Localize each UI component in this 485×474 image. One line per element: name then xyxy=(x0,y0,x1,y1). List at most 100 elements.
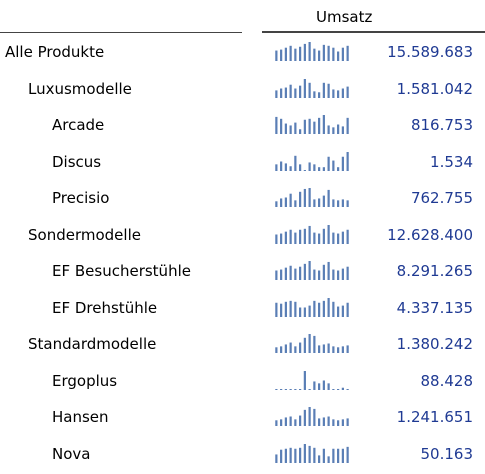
sparkline-bar xyxy=(322,115,325,134)
sparkline-bar xyxy=(280,233,283,244)
sparkline-bar xyxy=(284,47,287,61)
sparkline-bar xyxy=(313,232,316,244)
sparkline-bar xyxy=(284,417,287,426)
sparkline-bar xyxy=(318,454,321,463)
sparkline-bar xyxy=(337,420,340,426)
table-row[interactable]: Hansen 1.241.651 xyxy=(0,399,485,437)
sparkline-bar xyxy=(341,268,344,280)
sparkline-bar xyxy=(332,199,335,207)
sparkline-bar xyxy=(322,228,325,244)
sparkline-bar xyxy=(308,225,311,244)
sparkline-bar xyxy=(332,127,335,134)
sparkline-bar xyxy=(280,346,283,353)
sparkline-bar xyxy=(294,301,297,317)
sparkline-bar xyxy=(346,151,349,171)
sparkline-bar xyxy=(341,448,344,463)
sparkline-bar xyxy=(289,229,292,244)
table-row[interactable]: EF Drehstühle 4.337.135 xyxy=(0,290,485,328)
row-value: 15.589.683 xyxy=(387,43,473,61)
row-name: Alle Produkte xyxy=(5,43,105,61)
sparkline-bar xyxy=(327,455,330,463)
sparkline-bar xyxy=(299,342,302,353)
sparkline-bar xyxy=(289,45,292,61)
sparkline-bar xyxy=(294,122,297,134)
sparkline-bar xyxy=(294,346,297,353)
sparkline-bar xyxy=(284,301,287,317)
table-row[interactable]: Ergoplus 88.428 xyxy=(0,363,485,401)
sparkline-bar xyxy=(284,267,287,280)
sparkline-chart xyxy=(275,261,349,280)
sparkline-bar xyxy=(346,388,349,390)
sparkline-bar xyxy=(280,118,283,134)
sparkline-bar xyxy=(303,443,306,463)
sparkline-bar xyxy=(337,89,340,98)
sparkline-bar xyxy=(313,121,316,134)
table-row[interactable]: Nova 50.163 xyxy=(0,436,485,474)
sparkline-bar xyxy=(299,447,302,463)
sparkline-bar xyxy=(313,163,316,171)
sparkline-bar xyxy=(318,382,321,390)
sparkline-bar xyxy=(303,43,306,61)
sparkline-bar xyxy=(313,408,316,426)
sparkline-bar xyxy=(327,189,330,207)
sparkline-bar xyxy=(318,117,321,134)
sparkline-bar xyxy=(275,234,278,244)
sparkline-bar xyxy=(327,382,330,390)
sparkline-bar xyxy=(284,344,287,353)
sparkline-bar xyxy=(346,446,349,463)
table-row[interactable]: Arcade 816.753 xyxy=(0,107,485,145)
sparkline-bar xyxy=(284,162,287,171)
sparkline-bar xyxy=(280,419,283,426)
sparkline-bar xyxy=(303,119,306,134)
row-name: Standardmodelle xyxy=(28,335,157,353)
table-row[interactable]: Standardmodelle 1.380.242 xyxy=(0,326,485,364)
column-header-label: Umsatz xyxy=(316,8,373,26)
sparkline-bar xyxy=(275,163,278,171)
sparkline-bar xyxy=(289,193,292,207)
sparkline-bar xyxy=(284,197,287,207)
table-row[interactable]: Alle Produkte 15.589.683 xyxy=(0,34,485,72)
sparkline-bar xyxy=(341,305,344,317)
row-value: 816.753 xyxy=(410,116,473,134)
sparkline-chart xyxy=(275,370,349,390)
sparkline-bar xyxy=(322,195,325,207)
sparkline-bar xyxy=(313,335,316,353)
sparkline-bar xyxy=(299,266,302,280)
sparkline-bar xyxy=(299,388,302,390)
sparkline-bar xyxy=(308,82,311,98)
sparkline-bar xyxy=(346,45,349,61)
sparkline-bar xyxy=(332,419,335,426)
sparkline-chart xyxy=(275,188,349,207)
table-row[interactable]: Precisio 762.755 xyxy=(0,180,485,218)
header-rule-left xyxy=(0,32,242,33)
sparkline-bar xyxy=(322,264,325,280)
table-row[interactable]: Luxusmodelle 1.581.042 xyxy=(0,71,485,109)
sparkline-bar xyxy=(308,261,311,280)
sparkline-bar xyxy=(322,166,325,171)
sparkline-bar xyxy=(275,347,278,353)
sparkline-chart xyxy=(275,78,349,98)
sparkline-bar xyxy=(280,88,283,98)
row-value: 12.628.400 xyxy=(387,225,473,244)
sparkline-bar xyxy=(332,301,335,317)
sparkline-bar xyxy=(313,199,316,207)
sparkline-bar xyxy=(299,163,302,171)
table-row[interactable]: EF Besucherstühle 8.291.265 xyxy=(0,253,485,291)
sparkline-bar xyxy=(341,387,344,390)
sparkline-bar xyxy=(308,407,311,426)
row-name: Sondermodelle xyxy=(28,225,141,244)
row-name: EF Drehstühle xyxy=(52,298,158,317)
sparkline-bar xyxy=(337,270,340,280)
sparkline-bar xyxy=(313,380,316,390)
row-value: 1.241.651 xyxy=(396,408,473,426)
table-row[interactable]: Sondermodelle 12.628.400 xyxy=(0,217,485,255)
sparkline-bar xyxy=(322,344,325,353)
row-value: 8.291.265 xyxy=(396,262,473,280)
sparkline-bar xyxy=(318,166,321,171)
sparkline-bar xyxy=(280,49,283,61)
sparkline-bar xyxy=(341,199,344,207)
table-row[interactable]: Discus 1.534 xyxy=(0,144,485,182)
sparkline-bar xyxy=(346,117,349,134)
sparkline-bar xyxy=(322,300,325,317)
sparkline-chart xyxy=(275,42,349,61)
